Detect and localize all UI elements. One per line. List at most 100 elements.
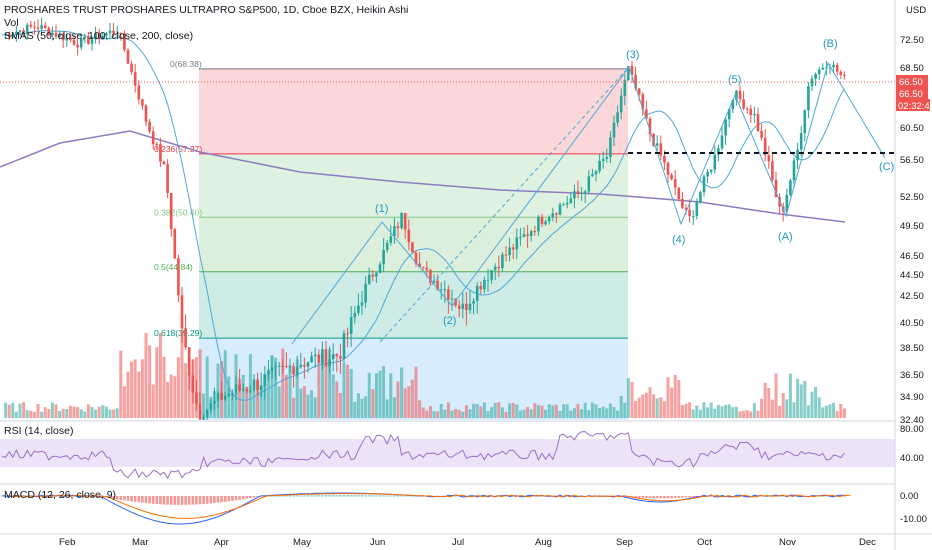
volume-bar	[652, 394, 656, 418]
wave-labels: (1) (2) (3) (4) (5) (A) (B) (C)	[375, 38, 894, 327]
volume-bar	[526, 406, 530, 418]
candle-body	[573, 191, 576, 199]
macd-hist-bar	[133, 496, 137, 502]
macd-hist-bar	[659, 496, 663, 499]
candle-body	[112, 30, 115, 34]
candle-body	[54, 32, 58, 37]
macd-hist-bar	[375, 495, 378, 497]
candle-body	[303, 364, 306, 367]
candle-body	[551, 213, 555, 218]
volume-bar	[385, 399, 389, 418]
time-tick: May	[293, 537, 311, 548]
candle-body	[123, 33, 126, 51]
sma-legend[interactable]: SMAS (50, close, 100, close, 200, close)	[4, 30, 193, 42]
volume-bar	[144, 333, 148, 418]
macd-legend[interactable]: MACD (12, 26, close, 9)	[4, 489, 116, 501]
candle-body	[497, 266, 501, 269]
volume-bar	[756, 410, 760, 418]
volume-bar	[792, 402, 796, 418]
volume-bar	[587, 410, 591, 418]
volume-bar	[803, 380, 807, 418]
volume-bar	[36, 404, 40, 418]
macd-hist-bar	[324, 495, 328, 497]
price-tick: 52.50	[900, 192, 924, 203]
time-tick: Sep	[616, 537, 633, 548]
volume-bar	[266, 369, 270, 418]
volume-bar	[659, 397, 663, 418]
volume-bar	[338, 392, 342, 418]
macd-hist-bar	[681, 496, 684, 498]
candle-body	[835, 64, 839, 72]
candle-body	[598, 160, 601, 172]
volume-bar	[428, 406, 432, 418]
macd-hist-bar	[371, 495, 375, 497]
price-tick: 49.50	[900, 221, 924, 232]
volume-bar	[623, 402, 627, 418]
trend-dashed-line[interactable]	[379, 66, 630, 343]
macd-hist-bar	[166, 496, 169, 505]
rsi-text: RSI (14, close)	[4, 425, 74, 437]
macd-hist-bar	[187, 496, 191, 505]
candle-body	[648, 118, 652, 134]
rsi-legend[interactable]: RSI (14, close)	[4, 425, 73, 437]
candle-body	[198, 403, 202, 420]
candle-body	[609, 137, 612, 158]
wave-label: (2)	[443, 315, 456, 327]
volume-bar	[245, 386, 249, 418]
macd-hist-bar	[753, 495, 756, 497]
volume-bar	[616, 410, 620, 418]
macd-hist-bar	[677, 496, 681, 498]
vol-legend[interactable]: Vol	[4, 17, 19, 29]
candle-body	[843, 74, 846, 76]
macd-hist-bar	[317, 495, 321, 497]
candle-body	[216, 393, 220, 402]
candle-body	[789, 180, 792, 195]
volume-bar	[806, 405, 810, 418]
candle-body	[220, 393, 223, 400]
elliott-wave-line[interactable]	[291, 61, 886, 345]
volume-bar	[731, 407, 735, 418]
volume-bar	[583, 402, 587, 418]
macd-hist-bar	[151, 496, 155, 504]
currency-label[interactable]: USD	[906, 5, 926, 16]
candle-body	[760, 130, 763, 138]
candle-body	[738, 90, 742, 100]
volume-bar	[605, 408, 609, 418]
volume-bar	[432, 410, 436, 418]
volume-bar	[648, 387, 652, 418]
candle-body	[292, 366, 295, 375]
chart-title[interactable]: PROSHARES TRUST PROSHARES ULTRAPRO S&P50…	[4, 4, 408, 16]
volume-bar	[4, 402, 8, 418]
macd-hist-bar	[382, 495, 385, 497]
volume-bar	[137, 371, 141, 418]
fib-level-label: 0.382(50.40)	[154, 207, 202, 217]
macd-hist-bar	[159, 496, 162, 505]
volume-bar	[490, 407, 494, 418]
volume-bar	[810, 391, 814, 418]
price-tick: 56.50	[900, 155, 924, 166]
volume-bar	[281, 348, 285, 418]
candle-body	[108, 30, 112, 34]
time-tick: Nov	[779, 537, 796, 548]
volume-bar	[97, 406, 101, 418]
candle-body	[202, 417, 205, 420]
candle-body	[717, 148, 720, 155]
candle-body	[7, 33, 11, 38]
price-tick: 46.50	[900, 251, 924, 262]
candle-body	[425, 267, 429, 271]
time-axis[interactable]: Feb Mar Apr May Jun Jul Aug Sep Oct Nov Dec	[59, 537, 876, 548]
volume-bar	[752, 403, 756, 418]
volume-bar	[54, 404, 58, 418]
candle-body	[126, 50, 130, 64]
candle-body	[346, 333, 349, 335]
candle-body	[612, 122, 616, 138]
last-price-tag	[896, 75, 928, 87]
wave-label: (5)	[728, 74, 741, 86]
volume-bar	[367, 372, 371, 418]
time-tick: Aug	[535, 537, 552, 548]
volume-bar	[148, 345, 152, 418]
candle-body	[803, 110, 807, 134]
candle-body	[839, 71, 843, 75]
fib-zone	[199, 68, 628, 154]
